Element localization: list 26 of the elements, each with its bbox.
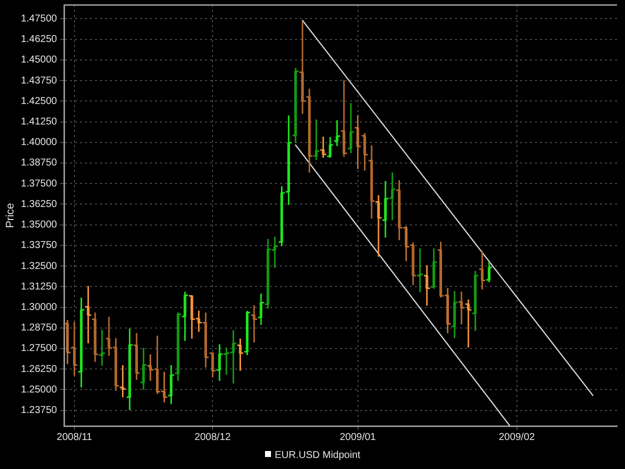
- y-tick-label: 1.33750: [20, 240, 58, 252]
- y-tick-label: 1.43750: [20, 75, 58, 86]
- x-tick-label: 2009/01: [340, 432, 376, 443]
- y-tick-label: 1.37500: [20, 178, 58, 190]
- y-tick-label: 1.40000: [20, 137, 58, 148]
- y-tick-label: 1.47500: [20, 13, 58, 24]
- y-tick-label: 1.35000: [20, 220, 58, 231]
- y-tick-label: 1.30000: [20, 302, 58, 314]
- y-tick-label: 1.46250: [20, 34, 58, 46]
- y-tick-label: 1.31250: [20, 281, 58, 292]
- y-tick-label: 1.45000: [20, 54, 58, 66]
- y-tick-label: 1.42500: [20, 96, 58, 107]
- x-tick-label: 2008/12: [194, 432, 232, 443]
- y-tick-label: 1.26250: [20, 364, 58, 375]
- y-tick-label: 1.27500: [20, 343, 58, 354]
- y-axis-title: Price: [4, 202, 17, 228]
- y-tick-label: 1.25000: [20, 384, 58, 396]
- x-tick-label: 2009/02: [498, 432, 536, 443]
- text: EUR.USD Midpoint: [274, 450, 360, 461]
- y-tick-label: 1.32500: [20, 260, 58, 272]
- y-tick-label: 1.23750: [20, 405, 58, 416]
- y-tick-label: 1.38750: [20, 158, 58, 169]
- y-tick-label: 1.41250: [20, 116, 58, 128]
- x-tick-label: 2008/11: [56, 432, 93, 443]
- y-tick-label: 1.36250: [20, 198, 58, 210]
- y-tick-label: 1.28750: [20, 322, 58, 334]
